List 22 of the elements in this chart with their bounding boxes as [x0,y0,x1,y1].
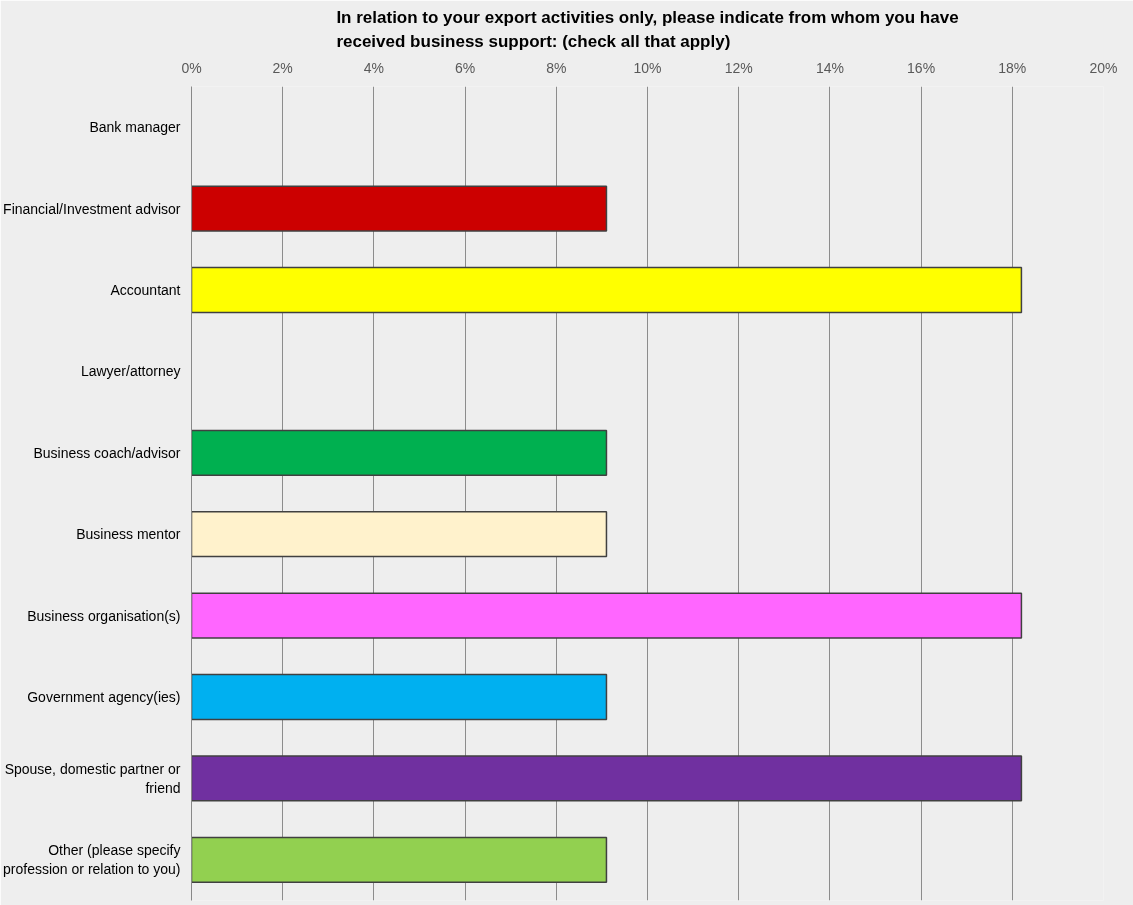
x-tick-label: 20% [1089,59,1118,76]
y-tick-label: Accountant [110,282,181,298]
y-tick-label: Financial/Investment advisor [3,200,181,217]
x-tick-label: 16% [907,59,936,76]
y-tick-label: Bank manager [89,119,181,136]
y-tick-label: Government agency(ies) [27,689,181,705]
x-tick-label: 12% [724,59,753,76]
x-tick-label: 10% [633,59,662,76]
y-tick-label: Business mentor [76,526,181,543]
x-tick-label: 14% [815,59,844,76]
y-tick-label: Spouse, domestic partner or friend [4,760,181,796]
chart-title: In relation to your export activities only, please indicate from whom you have received business support: (check all that apply) [336,7,959,52]
x-tick-label: 2% [272,59,293,76]
x-tick-label: 8% [546,59,567,76]
x-tick-label: 6% [454,59,476,76]
y-tick-label: Lawyer/attorney [80,363,181,380]
x-tick-label: 4% [363,59,385,76]
x-tick-label: 0% [181,59,202,76]
y-tick-label: Business organisation(s) [27,607,181,624]
y-tick-label: Other (please specify profession or relation to you) [3,842,181,878]
y-tick-label: Business coach/advisor [33,444,181,461]
x-tick-label: 18% [998,59,1027,76]
